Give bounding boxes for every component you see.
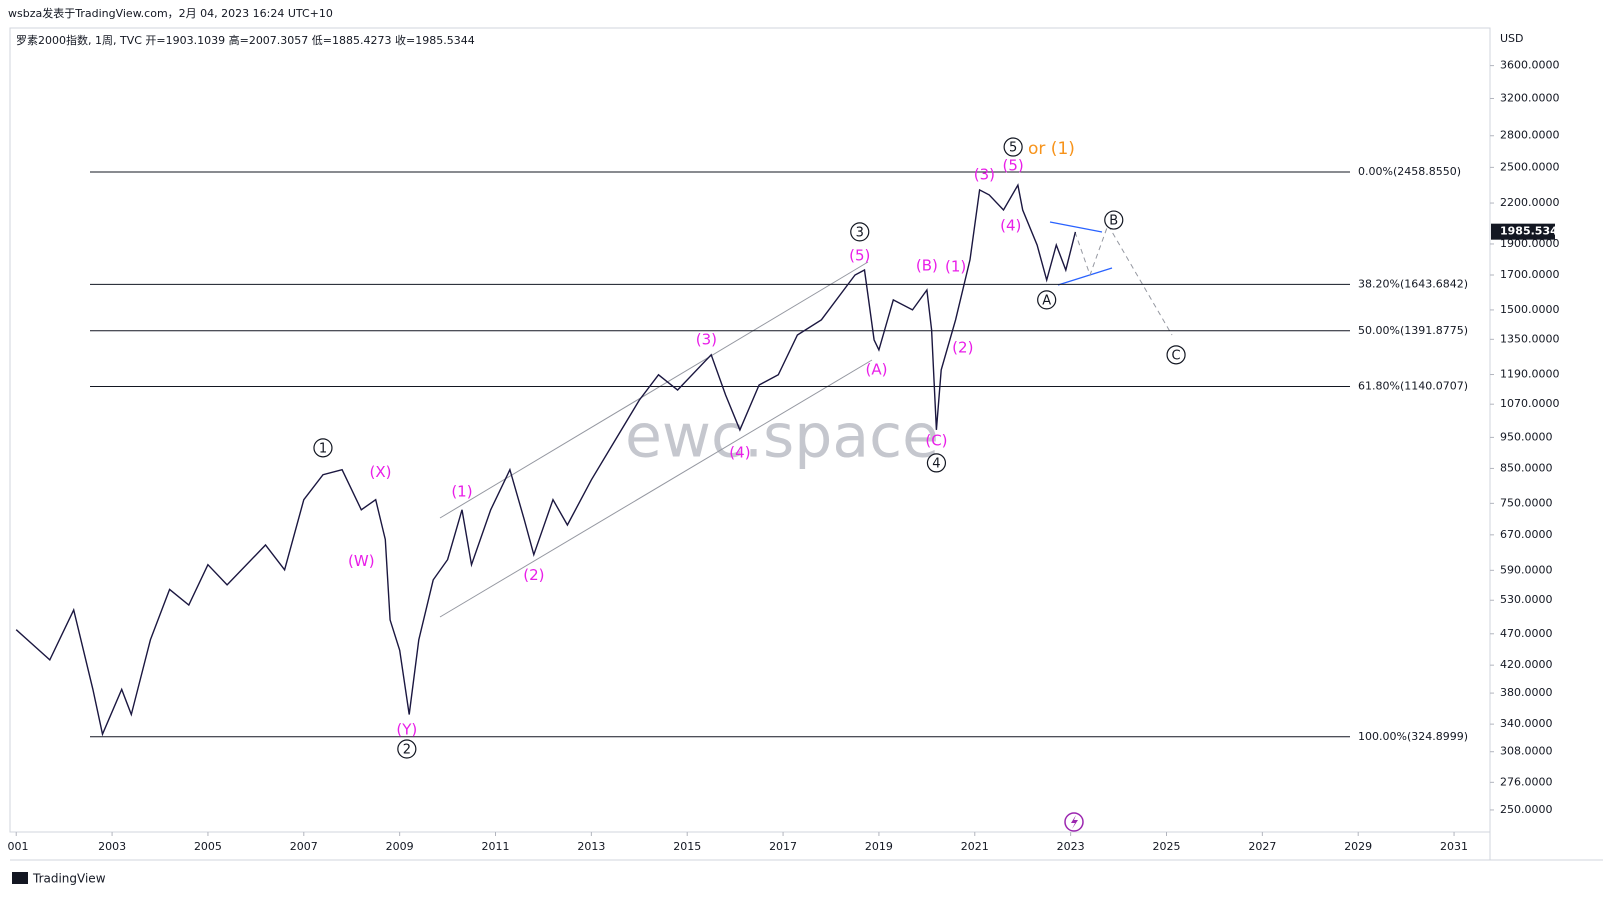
wave-label: or (1)	[1028, 139, 1075, 159]
x-tick-label: 2031	[1440, 840, 1468, 853]
wave-label: (5)	[849, 246, 870, 264]
wave-label: B	[1109, 214, 1118, 229]
y-tick-label: 750.0000	[1500, 496, 1553, 509]
wave-circle	[1104, 210, 1124, 230]
wave-label: 1	[319, 441, 327, 456]
wave-label: (3)	[696, 330, 717, 348]
y-tick-label: 2800.0000	[1500, 129, 1560, 142]
fib-label: 61.80%(1140.0707)	[1358, 379, 1468, 392]
wave-circle	[313, 438, 333, 458]
x-tick-label: 2009	[386, 840, 414, 853]
y-tick-label: 1190.0000	[1500, 368, 1560, 381]
x-tick-label: 2019	[865, 840, 893, 853]
wave-label: 5	[1009, 141, 1017, 156]
wave-circle	[1166, 345, 1186, 365]
logo-mark	[12, 872, 28, 884]
wave-circle	[926, 453, 947, 473]
wave-label: 3	[856, 225, 864, 240]
y-tick-label: 1900.0000	[1500, 237, 1560, 250]
wave-circle	[850, 222, 870, 242]
y-tick-label: 276.0000	[1500, 775, 1553, 788]
y-tick-label: 670.0000	[1500, 528, 1553, 541]
y-tick-label: 590.0000	[1500, 563, 1553, 576]
x-tick-label: 2011	[482, 840, 510, 853]
wave-label: (W)	[348, 552, 375, 570]
watermark: ewc.space	[625, 402, 939, 472]
y-tick-label: 380.0000	[1500, 686, 1553, 699]
y-tick-label: 3200.0000	[1500, 91, 1560, 104]
wave-label: A	[1042, 293, 1051, 308]
y-tick-label: 1500.0000	[1500, 303, 1560, 316]
x-tick-label: 001	[8, 840, 29, 853]
x-tick-label: 2027	[1248, 840, 1276, 853]
wave-label: 4	[932, 456, 940, 471]
x-tick-label: 2005	[194, 840, 222, 853]
x-tick-label: 2013	[577, 840, 605, 853]
wave-label: (1)	[451, 482, 472, 500]
x-tick-label: 2021	[961, 840, 989, 853]
x-tick-label: 2025	[1152, 840, 1180, 853]
wave-label: (4)	[1000, 217, 1021, 235]
y-tick-label: 1350.0000	[1500, 332, 1560, 345]
wave-circle	[1037, 290, 1057, 310]
attribution: wsbza发表于TradingView.com，2月 04, 2023 16:2…	[8, 6, 333, 20]
x-tick-label: 2003	[98, 840, 126, 853]
symbol-legend: 罗素2000指数, 1周, TVC 开=1903.1039 高=2007.305…	[16, 33, 475, 47]
price-line	[15, 183, 1077, 737]
x-tick-label: 2029	[1344, 840, 1372, 853]
triangle	[1049, 221, 1113, 286]
x-tick-label: 2017	[769, 840, 797, 853]
wave-label: (A)	[866, 360, 888, 378]
currency: USD	[1500, 32, 1524, 45]
wave-label: (2)	[952, 339, 973, 357]
y-tick-label: 250.0000	[1500, 803, 1553, 816]
last-price-label: 1985.5344	[1500, 225, 1566, 238]
y-tick-label: 1700.0000	[1500, 268, 1560, 281]
wave-label: (1)	[945, 258, 966, 276]
alert-icon[interactable]	[1064, 812, 1084, 832]
y-tick-label: 530.0000	[1500, 593, 1553, 606]
fib-label: 100.00%(324.8999)	[1358, 730, 1468, 743]
wave-label: (5)	[1002, 157, 1023, 175]
y-tick-label: 420.0000	[1500, 658, 1553, 671]
y-tick-label: 308.0000	[1500, 745, 1553, 758]
fib-label: 38.20%(1643.6842)	[1358, 277, 1468, 290]
wave-circle	[1003, 137, 1023, 157]
projection-path	[1074, 223, 1173, 336]
wave-label: (Y)	[396, 721, 417, 739]
wave-label: (C)	[925, 432, 947, 450]
wave-label: (B)	[916, 256, 938, 274]
last-price-box	[1491, 223, 1555, 240]
wave-label: C	[1172, 348, 1181, 363]
y-tick-label: 850.0000	[1500, 461, 1553, 474]
y-tick-label: 3600.0000	[1500, 59, 1560, 72]
wave-circle	[397, 739, 417, 759]
y-tick-label: 340.0000	[1500, 717, 1553, 730]
wave-label: (X)	[369, 463, 391, 481]
x-tick-label: 2007	[290, 840, 318, 853]
wave-label: 2	[403, 743, 411, 758]
wave-label: (3)	[974, 166, 995, 184]
y-tick-label: 1070.0000	[1500, 397, 1560, 410]
logo: TradingView	[32, 872, 106, 886]
y-tick-label: 470.0000	[1500, 627, 1553, 640]
wave-label: (2)	[523, 566, 544, 584]
y-tick-label: 2500.0000	[1500, 160, 1560, 173]
x-tick-label: 2015	[673, 840, 701, 853]
x-tick-label: 2023	[1057, 840, 1085, 853]
y-tick-label: 950.0000	[1500, 430, 1553, 443]
wave-label: (4)	[729, 443, 750, 461]
fib-label: 50.00%(1391.8775)	[1358, 324, 1468, 337]
fib-label: 0.00%(2458.8550)	[1358, 165, 1461, 178]
y-tick-label: 2200.0000	[1500, 196, 1560, 209]
